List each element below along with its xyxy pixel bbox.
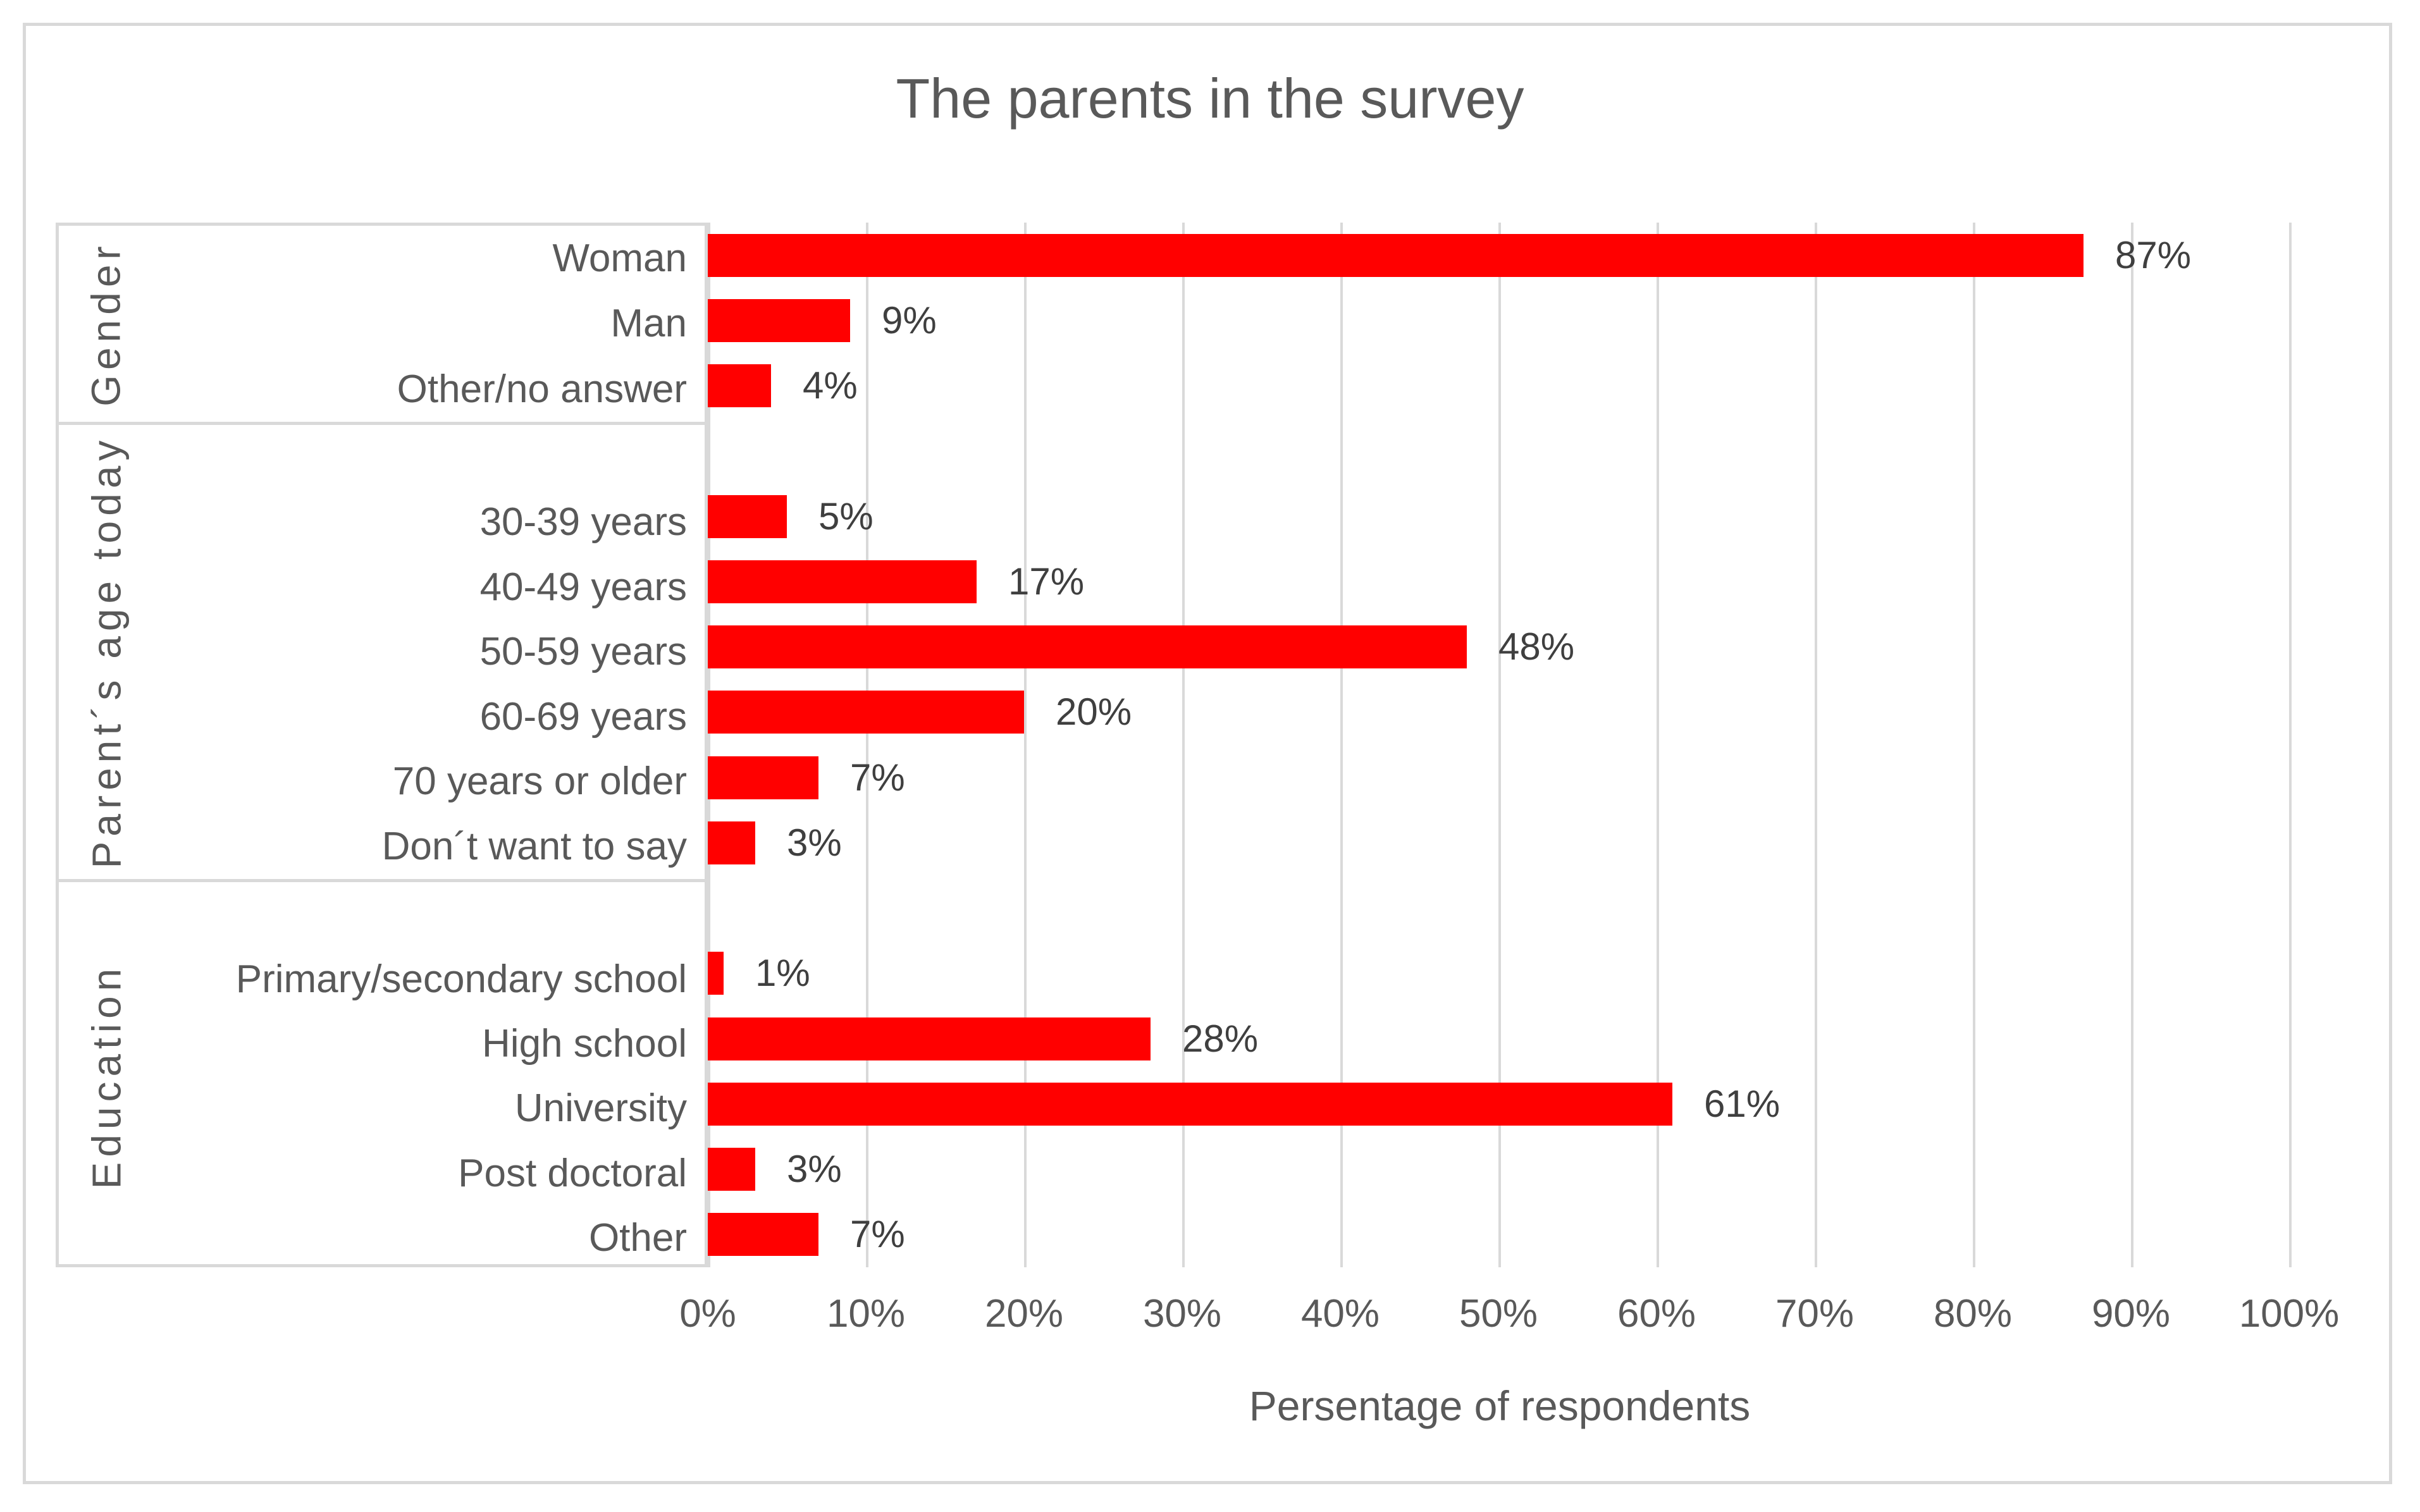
value-label-high-school: 28% <box>1182 1017 1259 1060</box>
category-label-university: University <box>514 1086 687 1131</box>
bar-other-no-answer <box>708 364 771 408</box>
group-label-education: Education <box>83 963 129 1189</box>
category-label-50-59-years: 50-59 years <box>479 630 687 674</box>
group-section-parent-s-age-today: Parent´s age today 30-39 years 40-49 years… <box>59 421 705 879</box>
gridline-30pct <box>1182 223 1185 1267</box>
gridline-20pct <box>1024 223 1027 1267</box>
bar-other <box>708 1213 818 1257</box>
blank-row <box>154 882 705 947</box>
value-label-70-years-or-older: 7% <box>850 756 905 799</box>
category-label-other: Other <box>588 1216 687 1260</box>
group-label-cell-gender: Gender <box>59 226 154 422</box>
x-tick-label-10pct: 10% <box>826 1292 906 1336</box>
value-label-other: 7% <box>850 1213 905 1256</box>
x-tick-label-90pct: 90% <box>2091 1292 2171 1336</box>
category-label-other-no-answer: Other/no answer <box>397 367 687 411</box>
category-label-70-years-or-older: 70 years or older <box>392 759 687 804</box>
value-label-man: 9% <box>882 298 937 341</box>
x-tick-label-100pct: 100% <box>2238 1292 2340 1336</box>
bar-man <box>708 298 850 342</box>
gridline-100pct <box>2289 223 2292 1267</box>
bar-university <box>708 1082 1672 1126</box>
x-axis-ticks: 0% 10% 20% 30% 40% 50% 60% 70% 80% 90% 100% <box>0 1291 2420 1342</box>
gridline-40pct <box>1340 223 1343 1267</box>
bar-30-39-years <box>708 495 787 538</box>
category-label-60-69-years: 60-69 years <box>479 694 687 739</box>
x-tick-label-70pct: 70% <box>1775 1292 1855 1336</box>
x-tick-label-60pct: 60% <box>1617 1292 1696 1336</box>
group-label-gender: Gender <box>83 241 129 407</box>
bar-70-years-or-older <box>708 756 818 799</box>
group-label-cell-parent-s-age-today: Parent´s age today <box>59 425 154 879</box>
gridline-50pct <box>1498 223 1501 1267</box>
gridline-70pct <box>1815 223 1817 1267</box>
x-tick-label-30pct: 30% <box>1142 1292 1222 1336</box>
category-label-30-39-years: 30-39 years <box>479 500 687 544</box>
value-label-university: 61% <box>1704 1082 1781 1125</box>
x-axis-title: Persentage of respondents <box>1249 1382 1751 1429</box>
bar-60-69-years <box>708 691 1024 734</box>
gridline-90pct <box>2131 223 2133 1267</box>
category-rows: 30-39 years 40-49 years 50-59 years 60-69 y… <box>154 425 705 879</box>
category-label-post-doctoral: Post doctoral <box>458 1151 687 1195</box>
gridline-0pct <box>708 223 710 1267</box>
group-section-education: Education Primary/secondary school High sc… <box>59 878 705 1271</box>
value-label-50-59-years: 48% <box>1498 625 1575 668</box>
blank-row <box>154 425 705 490</box>
value-label-post-doctoral: 3% <box>787 1148 842 1191</box>
value-label-40-49-years: 17% <box>1008 560 1085 603</box>
x-tick-label-20pct: 20% <box>984 1292 1064 1336</box>
category-rows: Primary/secondary school High school Unive… <box>154 882 705 1271</box>
x-tick-label-50pct: 50% <box>1459 1292 1538 1336</box>
bar-post-doctoral <box>708 1148 755 1191</box>
group-label-parent-s-age-today: Parent´s age today <box>83 435 129 869</box>
value-label-other-no-answer: 4% <box>803 364 858 407</box>
value-label-woman: 87% <box>2115 233 2192 276</box>
gridline-60pct <box>1657 223 1659 1267</box>
value-label-60-69-years: 20% <box>1056 691 1132 734</box>
category-label-man: Man <box>610 302 687 346</box>
value-label-primary-secondary-school: 1% <box>755 952 810 995</box>
category-label-high-school: High school <box>482 1022 687 1066</box>
x-tick-label-0pct: 0% <box>679 1292 736 1336</box>
category-label-primary-secondary-school: Primary/secondary school <box>235 957 687 1001</box>
bar-50-59-years <box>708 625 1467 669</box>
x-tick-label-40pct: 40% <box>1300 1292 1380 1336</box>
plot-area: 87% 9% 4% 5% 17% 48% 20% 7% 3% 1% 28% 61% 3% 7% <box>708 223 2292 1267</box>
x-tick-label-80pct: 80% <box>1933 1292 2013 1336</box>
group-section-gender: Gender Woman Man Other/no answer <box>59 226 705 422</box>
group-label-cell-education: Education <box>59 882 154 1271</box>
gridline-80pct <box>1973 223 1975 1267</box>
bar-don-t-want-to-say <box>708 821 755 864</box>
value-label-30-39-years: 5% <box>818 495 874 538</box>
category-axis-box: Gender Woman Man Other/no answer Parent´s ag… <box>56 223 708 1267</box>
category-label-woman: Woman <box>552 237 688 281</box>
bar-woman <box>708 233 2084 277</box>
bar-high-school <box>708 1017 1151 1060</box>
category-label-don-t-want-to-say: Don´t want to say <box>381 824 687 868</box>
category-rows: Woman Man Other/no answer <box>154 226 705 422</box>
gridline-10pct <box>866 223 868 1267</box>
bar-primary-secondary-school <box>708 952 724 995</box>
bar-40-49-years <box>708 560 977 603</box>
chart-title: The parents in the survey <box>896 67 1524 130</box>
value-label-don-t-want-to-say: 3% <box>787 821 842 864</box>
category-label-40-49-years: 40-49 years <box>479 565 687 609</box>
